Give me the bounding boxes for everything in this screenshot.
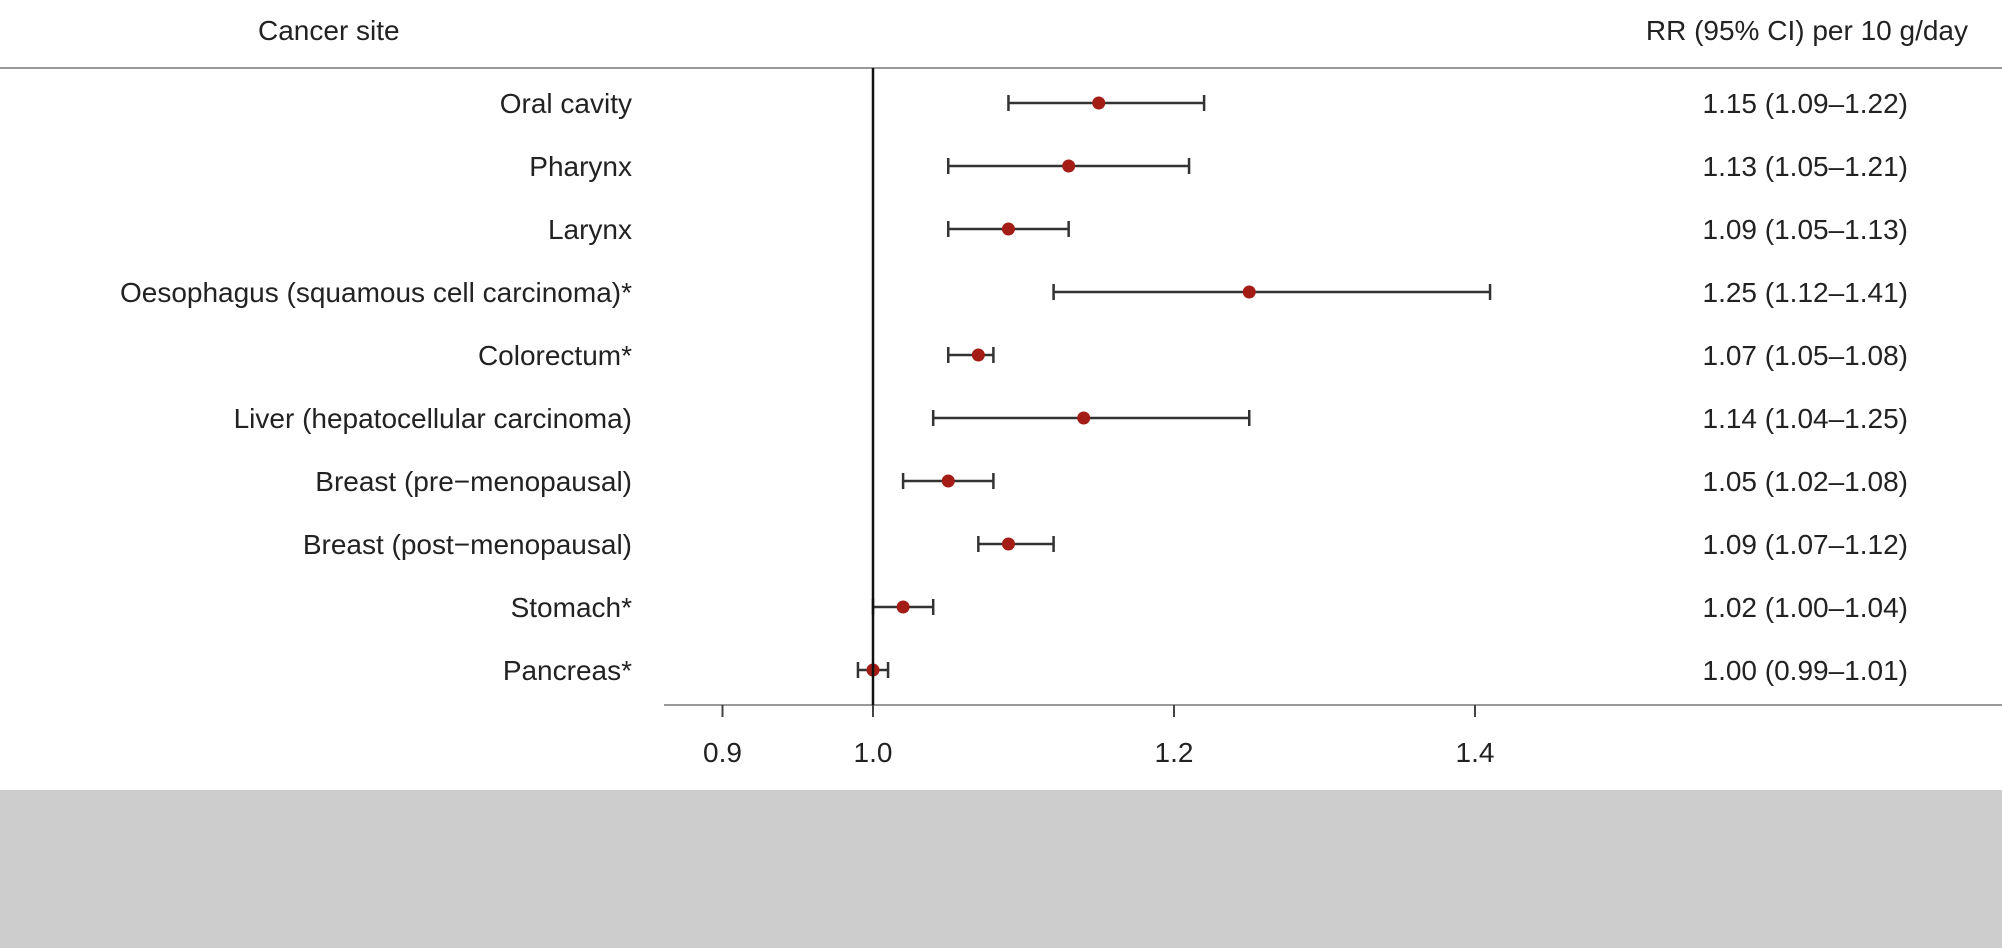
rr-point [1077,411,1091,425]
forest-plot: Cancer site RR (95% CI) per 10 g/day Ora… [0,15,2002,768]
forest-row: Pancreas* 1.00 (0.99–1.01) [503,655,1908,686]
site-label: Oesophagus (squamous cell carcinoma)* [120,277,632,308]
rr-ci-value: 1.13 (1.05–1.21) [1703,151,1909,182]
site-label: Breast (post−menopausal) [303,529,632,560]
rr-point [1092,96,1106,110]
x-tick-label: 1.0 [854,737,893,768]
site-label: Stomach* [511,592,632,623]
forest-row: Breast (pre−menopausal) 1.05 (1.02–1.08) [315,466,1908,497]
rr-ci-value: 1.02 (1.00–1.04) [1703,592,1909,623]
site-label: Oral cavity [500,88,632,119]
rr-ci-value: 1.15 (1.09–1.22) [1703,88,1909,119]
forest-row: Larynx 1.09 (1.05–1.13) [548,214,1908,245]
site-label: Pancreas* [503,655,632,686]
rr-point [1062,159,1076,173]
site-label: Larynx [548,214,632,245]
forest-row: Pharynx 1.13 (1.05–1.21) [529,151,1908,182]
forest-row: Breast (post−menopausal) 1.09 (1.07–1.12) [303,529,1908,560]
forest-row: Stomach* 1.02 (1.00–1.04) [511,592,1908,623]
rr-point [896,600,910,614]
gray-band [0,790,2002,948]
rr-ci-value: 1.25 (1.12–1.41) [1703,277,1909,308]
rr-point [1001,537,1015,551]
rr-ci-value: 1.14 (1.04–1.25) [1703,403,1909,434]
rr-ci-value: 1.07 (1.05–1.08) [1703,340,1909,371]
forest-row: Oral cavity 1.15 (1.09–1.22) [500,88,1908,119]
x-tick-label: 1.4 [1456,737,1495,768]
x-tick-label: 1.2 [1155,737,1194,768]
forest-rows: Oral cavity 1.15 (1.09–1.22) Pharynx 1.13 (… [120,88,1908,686]
forest-row: Oesophagus (squamous cell carcinoma)* 1.2… [120,277,1908,308]
rr-ci-value: 1.09 (1.07–1.12) [1703,529,1909,560]
rr-point [971,348,985,362]
site-label: Liver (hepatocellular carcinoma) [234,403,632,434]
rr-ci-value: 1.09 (1.05–1.13) [1703,214,1909,245]
site-label: Pharynx [529,151,632,182]
rr-ci-value: 1.05 (1.02–1.08) [1703,466,1909,497]
rr-point [1242,285,1256,299]
rr-point [1001,222,1015,236]
rr-ci-value: 1.00 (0.99–1.01) [1703,655,1909,686]
x-tick-label: 0.9 [703,737,742,768]
site-label: Breast (pre−menopausal) [315,466,632,497]
site-label: Colorectum* [478,340,632,371]
rr-point [941,474,955,488]
forest-row: Colorectum* 1.07 (1.05–1.08) [478,340,1908,371]
header-cancer-site: Cancer site [258,15,400,46]
x-axis: 0.9 1.0 1.2 1.4 [703,705,1494,768]
header-rr-ci: RR (95% CI) per 10 g/day [1646,15,1968,46]
forest-row: Liver (hepatocellular carcinoma) 1.14 (1.… [234,403,1908,434]
